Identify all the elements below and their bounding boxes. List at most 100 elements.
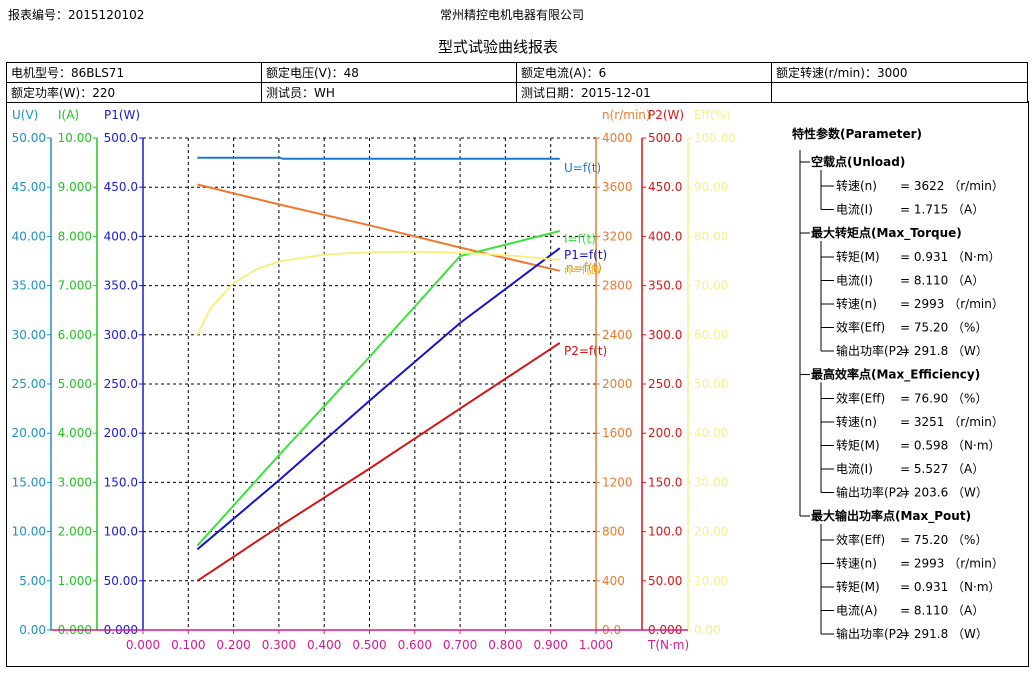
series-label-p2: P2=f(t) <box>564 344 607 358</box>
parameter-value: = 0.931 （N·m） <box>900 250 1001 264</box>
eff-tick-label: 60.00 <box>694 328 728 342</box>
chart-grid <box>143 137 597 630</box>
x-tick-label: 0.400 <box>307 638 341 652</box>
n-tick-label: 3600 <box>602 180 633 194</box>
report-number: 报表编号：2015120102 <box>8 6 144 23</box>
p1-tick-label: 150.0 <box>104 475 138 489</box>
parameter-value: = 203.6 （W） <box>900 486 988 500</box>
eff-tick-label: 70.00 <box>694 279 728 293</box>
series-line-n <box>197 183 561 272</box>
x-tick-label: 0.300 <box>262 638 296 652</box>
report-number-value: 2015120102 <box>68 8 145 22</box>
table-row: 电机型号：86BLS71 额定电压(V)：48 额定电流(A)：6 额定转速(r… <box>6 62 1028 83</box>
i-tick-label: 6.000 <box>58 328 92 342</box>
eff-axis-title: Eff(%) <box>694 108 731 122</box>
parameter-label: 转速(n) <box>836 556 877 571</box>
series-line-p2 <box>196 342 561 582</box>
parameter-label: 电流(A) <box>836 604 878 618</box>
p2-tick-label: 50.00 <box>648 574 682 588</box>
parameter-label: 效率(Eff) <box>836 391 885 406</box>
x-tick-label: 0.500 <box>352 638 386 652</box>
parameter-value: = 75.20 （%） <box>900 533 987 547</box>
series-label-n: n=f(t) <box>566 261 602 275</box>
u-tick-label: 25.00 <box>12 377 46 391</box>
parameter-value: = 76.90 （%） <box>900 392 987 406</box>
n-tick-label: 1600 <box>602 426 633 440</box>
u-tick-label: 45.00 <box>12 180 46 194</box>
chart-curves: U=f(t)n=f(t)I=f(t)P1=f(t)P2=f(t)n=f(t) <box>196 156 607 582</box>
parameter-label: 输出功率(P2) <box>836 626 908 641</box>
parameter-group-title: 最大输出功率点(Max_Pout) <box>811 508 971 524</box>
i-tick-label: 2.000 <box>58 525 92 539</box>
series-label-u: U=f(t) <box>564 161 601 175</box>
i-tick-label: 7.000 <box>58 279 92 293</box>
parameter-group-title: 最高效率点(Max_Efficiency) <box>811 367 980 383</box>
n-tick-label: 2000 <box>602 377 633 391</box>
parameter-value: = 2993 （r/min） <box>900 557 1004 571</box>
p2-tick-label: 300.0 <box>648 328 682 342</box>
u-tick-label: 10.00 <box>12 525 46 539</box>
u-tick-label: 30.00 <box>12 328 46 342</box>
info-cell: 额定功率(W)：220 <box>6 82 262 103</box>
i-tick-label: 8.000 <box>58 229 92 243</box>
parameter-label: 转速(n) <box>836 414 877 429</box>
parameter-value: = 2993 （r/min） <box>900 297 1004 311</box>
i-tick-label: 5.000 <box>58 377 92 391</box>
x-tick-label: 0.800 <box>488 638 522 652</box>
p1-tick-label: 100.0 <box>104 525 138 539</box>
n-tick-label: 400 <box>602 574 625 588</box>
eff-tick-label: 50.00 <box>694 377 728 391</box>
parameter-value: = 1.715 （A） <box>900 203 984 217</box>
p2-tick-label: 400.0 <box>648 229 682 243</box>
u-tick-label: 15.00 <box>12 475 46 489</box>
series-line-i <box>196 230 561 547</box>
i-tick-label: 10.00 <box>58 131 92 145</box>
parameter-value: = 8.110 （A） <box>900 274 984 288</box>
eff-tick-label: 80.00 <box>694 229 728 243</box>
p1-tick-label: 250.0 <box>104 377 138 391</box>
p1-tick-label: 350.0 <box>104 279 138 293</box>
series-label-eff: n=f(t) <box>564 263 600 277</box>
p1-tick-label: 200.0 <box>104 426 138 440</box>
series-line-u <box>197 156 560 160</box>
parameters-title: 特性参数(Parameter) <box>792 126 922 141</box>
n-tick-label: 1200 <box>602 475 633 489</box>
eff-tick-label: 30.00 <box>694 475 728 489</box>
series-line-eff <box>196 250 560 336</box>
report-number-label: 报表编号： <box>8 8 69 22</box>
u-tick-label: 40.00 <box>12 229 46 243</box>
parameter-value: = 5.527 （A） <box>900 462 984 476</box>
parameter-group-title: 最大转矩点(Max_Torque) <box>811 225 962 241</box>
x-axis-title: T(N·m) <box>647 638 689 652</box>
u-tick-label: 20.00 <box>12 426 46 440</box>
parameter-label: 效率(Eff) <box>836 320 885 335</box>
p2-tick-label: 250.0 <box>648 377 682 391</box>
company-name: 常州精控电机电器有限公司 <box>440 8 585 22</box>
parameter-label: 电流(I) <box>836 274 873 288</box>
p2-tick-label: 450.0 <box>648 180 682 194</box>
x-tick-label: 0.600 <box>398 638 432 652</box>
n-axis-title: n(r/min) <box>602 108 651 122</box>
parameter-label: 转矩(M) <box>836 579 880 594</box>
u-tick-label: 50.00 <box>12 131 46 145</box>
parameter-label: 输出功率(P2) <box>836 343 908 358</box>
p1-tick-label: 500.0 <box>104 131 138 145</box>
info-cell: 测试日期：2015-12-01 <box>516 82 772 103</box>
eff-tick-label: 90.00 <box>694 180 728 194</box>
info-cell: 电机型号：86BLS71 <box>6 62 262 83</box>
p1-tick-label: 300.0 <box>104 328 138 342</box>
parameter-label: 效率(Eff) <box>836 532 885 547</box>
chart-axes: 0.00 5.00 10.00 15.00 20.00 25.00 30.00 35.00 40… <box>12 108 736 652</box>
u-tick-label: 5.00 <box>19 574 46 588</box>
i-tick-label: 1.000 <box>58 574 92 588</box>
n-tick-label: 2800 <box>602 279 633 293</box>
parameter-label: 输出功率(P2) <box>836 485 908 500</box>
i-tick-label: 9.000 <box>58 180 92 194</box>
eff-tick-label: 0.00 <box>694 623 721 637</box>
x-tick-label: 0.000 <box>126 638 160 652</box>
eff-tick-label: 100.00 <box>694 131 736 145</box>
motor-info-table: 电机型号：86BLS71 额定电压(V)：48 额定电流(A)：6 额定转速(r… <box>6 62 1028 103</box>
p2-tick-label: 350.0 <box>648 279 682 293</box>
n-tick-label: 4000 <box>602 131 633 145</box>
parameter-label: 转速(n) <box>836 178 877 193</box>
